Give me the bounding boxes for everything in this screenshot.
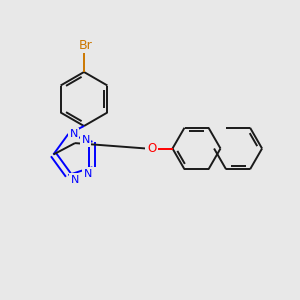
Text: N: N [84, 169, 92, 179]
Text: O: O [147, 142, 156, 155]
Text: N: N [71, 175, 79, 184]
Text: N: N [70, 129, 78, 139]
Text: N: N [82, 135, 90, 145]
Text: Br: Br [79, 38, 92, 52]
